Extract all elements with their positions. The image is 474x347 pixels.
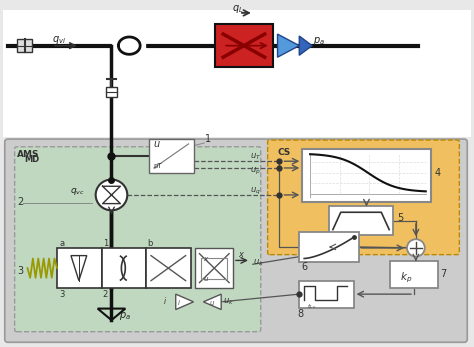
Text: 1: 1 (205, 134, 211, 144)
Bar (215, 24, 273, 67)
Polygon shape (277, 34, 299, 57)
Text: CS: CS (277, 148, 291, 157)
Bar (146, 248, 191, 288)
Text: 7: 7 (441, 269, 447, 279)
Bar (299, 231, 358, 262)
Polygon shape (203, 294, 221, 310)
Text: u: u (203, 276, 208, 282)
Text: $q_{vi}$: $q_{vi}$ (52, 34, 66, 46)
Text: 2: 2 (102, 290, 108, 299)
Text: 5: 5 (397, 213, 403, 223)
Bar (195, 248, 233, 288)
Text: $u_k$: $u_k$ (223, 297, 234, 307)
Text: $t_{l,c}$: $t_{l,c}$ (307, 303, 318, 312)
Text: i: i (164, 297, 166, 306)
Bar (106, 87, 118, 97)
Bar (390, 261, 438, 288)
Text: $q_L$: $q_L$ (232, 3, 244, 15)
Text: i: i (178, 300, 180, 306)
Bar (201, 257, 227, 279)
Text: a: a (59, 239, 64, 248)
Polygon shape (176, 294, 193, 310)
Text: $u_T$: $u_T$ (250, 151, 261, 162)
Text: u: u (210, 300, 214, 306)
Text: u: u (153, 139, 159, 149)
Text: 6: 6 (301, 262, 307, 272)
Text: b: b (147, 239, 153, 248)
Bar (101, 248, 146, 288)
FancyBboxPatch shape (5, 139, 467, 342)
FancyBboxPatch shape (15, 147, 261, 332)
Circle shape (96, 179, 128, 210)
Text: 1: 1 (102, 239, 108, 248)
Text: 2: 2 (18, 196, 24, 206)
Text: $u_x$: $u_x$ (253, 257, 264, 268)
Text: $p_a$: $p_a$ (313, 35, 325, 47)
Bar (57, 248, 101, 288)
Text: pT: pT (153, 163, 162, 169)
Bar (302, 149, 431, 202)
Polygon shape (299, 36, 312, 55)
Text: 8: 8 (297, 309, 303, 319)
Text: 3: 3 (59, 290, 64, 299)
Text: MD: MD (25, 155, 40, 164)
Text: $u_q$: $u_q$ (250, 185, 261, 196)
Text: 4: 4 (435, 168, 441, 178)
Text: x: x (238, 249, 243, 259)
Text: x: x (203, 256, 208, 262)
Bar (299, 281, 354, 308)
Bar (149, 139, 193, 173)
Circle shape (407, 239, 425, 256)
Text: $p_a$: $p_a$ (119, 310, 131, 322)
FancyBboxPatch shape (268, 140, 459, 255)
Text: AMS: AMS (17, 150, 39, 159)
Bar (329, 206, 393, 235)
Text: $k_p$: $k_p$ (400, 271, 412, 286)
Bar (17, 39, 32, 52)
Text: $u_p$: $u_p$ (250, 166, 261, 177)
Bar (3, 10, 471, 137)
Text: $q_{vc}$: $q_{vc}$ (70, 186, 85, 197)
Text: 3: 3 (18, 266, 24, 276)
